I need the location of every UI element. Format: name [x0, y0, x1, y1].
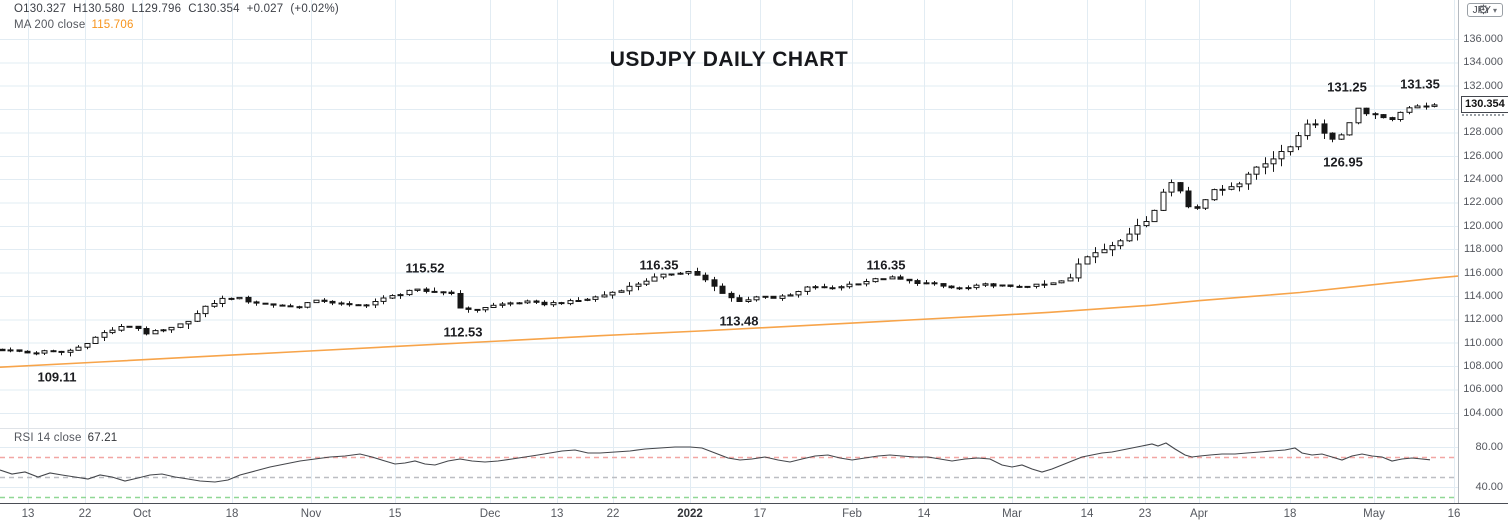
time-tick-label: May [1363, 508, 1385, 520]
price-tick-label: 122.000 [1463, 196, 1503, 209]
price-annotation: 113.48 [719, 313, 759, 329]
ohlc-change: +0.027 [246, 3, 284, 15]
price-annotation: 109.11 [37, 369, 77, 385]
price-annotation: 116.35 [639, 257, 679, 273]
price-tick-label: 104.000 [1463, 406, 1503, 419]
ohlc-open: O130.327 [14, 3, 67, 15]
time-tick-label: Oct [133, 508, 151, 520]
rsi-tick-label: 80.00 [1475, 441, 1503, 453]
time-tick-label: 16 [1447, 508, 1461, 520]
time-tick-label: 17 [753, 508, 767, 520]
price-tick-label: 108.000 [1463, 360, 1503, 373]
time-tick-label: 18 [1283, 508, 1297, 520]
rsi-label: RSI 14 close [14, 432, 82, 444]
time-tick-label: 22 [78, 508, 92, 520]
time-tick-label: Nov [300, 508, 322, 520]
ohlc-close: C130.354 [188, 3, 240, 15]
price-annotation: 115.52 [405, 260, 445, 276]
chevron-down-icon: ▾ [1492, 6, 1497, 15]
price-tick-label: 134.000 [1463, 56, 1503, 69]
price-tick-label: 126.000 [1463, 149, 1503, 162]
rsi-legend: RSI 14 close 67.21 [14, 432, 117, 444]
price-tick-label: 128.000 [1463, 126, 1503, 139]
rsi-value: 67.21 [87, 432, 118, 444]
price-annotation: 112.53 [443, 324, 483, 340]
currency-dropdown-label: JPY [1472, 5, 1491, 16]
time-tick-label: Feb [842, 508, 862, 520]
time-axis[interactable]: 13 22 Oct 18 Nov 15 Dec 13 22 2022 17 Feb 14 Mar 14 23 A… [0, 503, 1508, 523]
time-tick-label: Apr [1190, 508, 1208, 520]
ma200-legend: MA 200 close 115.706 [14, 19, 134, 31]
time-tick-label: 13 [21, 508, 35, 520]
price-axis[interactable]: JPY ▾ 104.000 106.000 108.000 110.000 112.000… [1458, 0, 1508, 503]
time-tick-label: 23 [1138, 508, 1152, 520]
currency-dropdown-button[interactable]: JPY ▾ [1466, 3, 1503, 17]
current-price-dotted-line [1462, 113, 1504, 116]
time-tick-label: 15 [388, 508, 402, 520]
price-annotation: 131.35 [1400, 76, 1440, 92]
price-tick-label: 120.000 [1463, 219, 1503, 232]
ohlc-low: L129.796 [131, 3, 182, 15]
settings-button[interactable]: ⚙ [1458, 0, 1508, 20]
time-tick-label: 14 [917, 508, 931, 520]
ohlc-change-pct: (+0.02%) [290, 3, 339, 15]
ma200-label: MA 200 close [14, 19, 86, 31]
ohlc-legend: O130.327 H130.580 L129.796 C130.354 +0.027 (+… [14, 3, 346, 15]
ohlc-high: H130.580 [73, 3, 125, 15]
price-annotation: 131.25 [1327, 79, 1367, 95]
price-tick-label: 110.000 [1464, 336, 1503, 349]
candlestick-chart-surface[interactable] [0, 0, 1458, 503]
time-tick-label: Dec [479, 508, 501, 520]
time-tick-label: Mar [1002, 508, 1022, 520]
chart-title: USDJPY DAILY CHART [609, 48, 849, 71]
price-annotation: 116.35 [866, 257, 906, 273]
time-tick-label: 18 [225, 508, 239, 520]
price-tick-label: 124.000 [1463, 173, 1503, 186]
price-annotation: 126.95 [1323, 154, 1363, 170]
time-tick-label: 22 [606, 508, 620, 520]
price-tick-label: 136.000 [1463, 32, 1503, 45]
current-price-label: 130.354 [1461, 95, 1508, 113]
price-tick-label: 116.000 [1464, 266, 1503, 279]
price-tick-label: 106.000 [1463, 383, 1503, 396]
time-tick-label: 2022 [677, 508, 703, 520]
panel-separator [0, 428, 1508, 429]
price-tick-label: 112.000 [1464, 313, 1503, 326]
ma200-value: 115.706 [91, 19, 134, 31]
time-tick-label: 13 [550, 508, 564, 520]
time-tick-label: 14 [1080, 508, 1094, 520]
gear-icon: ⚙ [1477, 2, 1490, 17]
price-tick-label: 118.000 [1464, 243, 1503, 256]
price-tick-label: 114.000 [1464, 289, 1503, 302]
price-tick-label: 132.000 [1463, 79, 1503, 92]
rsi-tick-label: 40.00 [1475, 481, 1503, 493]
